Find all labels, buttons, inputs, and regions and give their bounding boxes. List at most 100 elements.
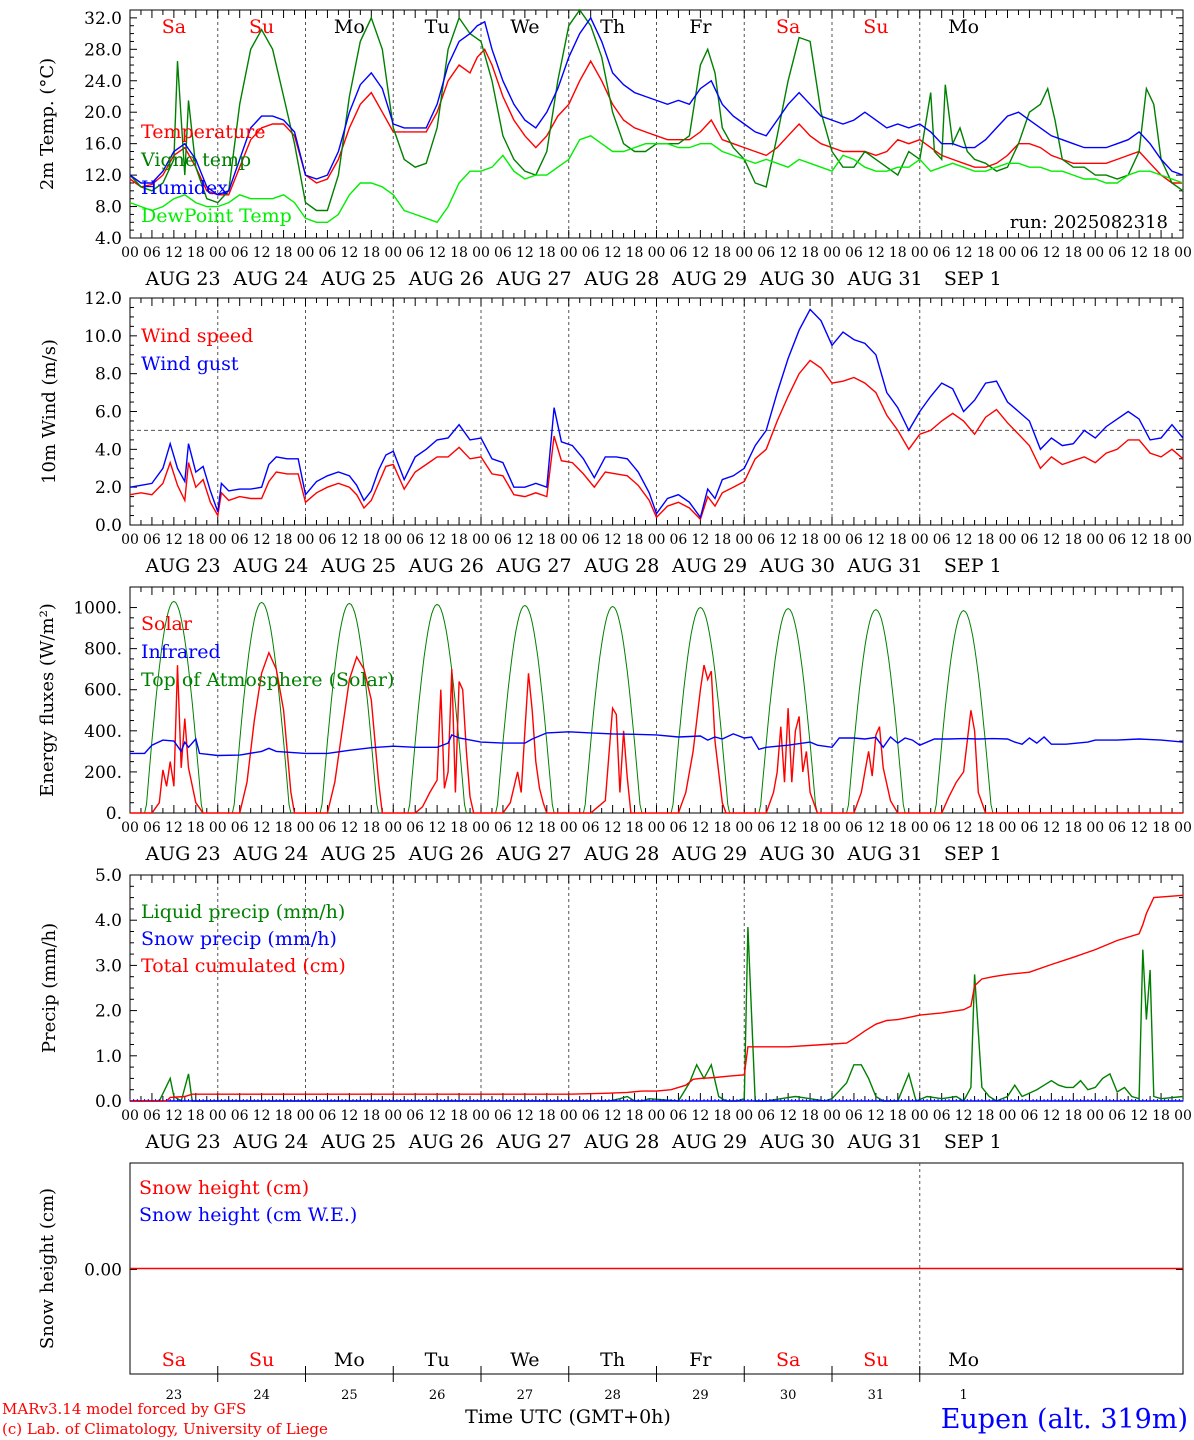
weekday-label: Mo	[948, 16, 979, 38]
hour-label: 18	[977, 820, 995, 836]
hour-label: 00	[560, 245, 578, 261]
hour-label: 18	[1152, 532, 1170, 548]
toa-solar-line	[495, 604, 555, 814]
hour-label: 18	[626, 245, 644, 261]
hour-label: 18	[713, 1108, 731, 1124]
hour-label: 06	[1108, 532, 1126, 548]
day-number-label: 1	[959, 1388, 967, 1403]
hour-label: 12	[253, 245, 271, 261]
hour-label: 18	[187, 820, 205, 836]
date-label: AUG 23	[144, 555, 220, 577]
hour-label: 00	[648, 1108, 666, 1124]
hour-label: 12	[955, 245, 973, 261]
time-axis-label: Time UTC (GMT+0h)	[465, 1406, 671, 1428]
hour-label: 18	[626, 1108, 644, 1124]
legend-entry: Snow precip (mm/h)	[141, 928, 337, 950]
y-tick-label: 1000.	[73, 599, 122, 619]
weekday-label: Sa	[162, 16, 186, 38]
toa-solar-line	[231, 601, 292, 814]
hour-label: 00	[735, 1108, 753, 1124]
hour-label: 12	[340, 1108, 358, 1124]
toa-solar-line	[582, 605, 643, 814]
y-tick-label: 200.	[84, 763, 122, 783]
date-label: AUG 26	[408, 1131, 484, 1153]
series-line-infrared	[130, 731, 1184, 757]
date-label: AUG 26	[408, 843, 484, 865]
hour-label: 00	[1174, 532, 1192, 548]
y-tick-label: 800.	[84, 640, 122, 660]
toa-solar-line	[670, 606, 731, 814]
date-label: AUG 25	[320, 1131, 396, 1153]
day-number-label: 29	[692, 1388, 709, 1403]
hour-label: 12	[165, 1108, 183, 1124]
weekday-label: Su	[249, 1349, 274, 1371]
hour-label: 00	[472, 532, 490, 548]
series-line-wind-gust	[129, 308, 1184, 520]
lab-credit: (c) Lab. of Climatology, University of L…	[2, 1420, 328, 1438]
toa-solar-line	[144, 600, 204, 814]
weekday-label: We	[510, 1349, 539, 1371]
hour-label: 18	[187, 1108, 205, 1124]
hour-label: 12	[955, 820, 973, 836]
hour-label: 18	[187, 532, 205, 548]
hour-label: 12	[428, 245, 446, 261]
hour-label: 12	[691, 532, 709, 548]
hour-label: 00	[384, 1108, 402, 1124]
date-label: AUG 27	[495, 1131, 571, 1153]
hour-label: 18	[362, 1108, 380, 1124]
hour-label: 06	[1021, 245, 1039, 261]
y-tick-label: 1.0	[95, 1047, 122, 1067]
date-label: AUG 31	[846, 1131, 922, 1153]
hour-label: 18	[450, 532, 468, 548]
y-tick-label: 4.0	[95, 911, 122, 931]
y-tick-label: 2.0	[95, 478, 122, 498]
date-label: AUG 30	[759, 268, 835, 290]
hour-label: 06	[143, 820, 161, 836]
hour-label: 12	[1042, 1108, 1060, 1124]
hour-label: 12	[253, 820, 271, 836]
hour-label: 00	[911, 532, 929, 548]
hour-label: 18	[362, 532, 380, 548]
y-tick-label: 4.0	[95, 229, 122, 249]
hour-label: 18	[977, 245, 995, 261]
legend-entry: Top of Atmosphere (Solar)	[141, 669, 394, 691]
y-tick-label: 10.0	[84, 327, 122, 347]
hour-label: 00	[297, 245, 315, 261]
legend-entry: Snow height (cm W.E.)	[139, 1204, 357, 1226]
hour-label: 06	[1021, 532, 1039, 548]
toa-solar-line	[933, 610, 994, 814]
hour-label: 06	[670, 820, 688, 836]
hour-label: 18	[1064, 1108, 1082, 1124]
hour-label: 18	[889, 245, 907, 261]
hour-label: 00	[121, 820, 139, 836]
hour-label: 18	[450, 820, 468, 836]
toa-solar-line	[846, 609, 906, 814]
hour-label: 06	[319, 1108, 337, 1124]
hour-label: 18	[713, 245, 731, 261]
date-label: AUG 28	[583, 268, 659, 290]
date-label: AUG 24	[232, 268, 308, 290]
hour-label: 12	[1042, 245, 1060, 261]
hour-label: 00	[735, 820, 753, 836]
y-tick-label: 20.0	[84, 103, 122, 123]
legend-entry: Solar	[141, 613, 193, 635]
hour-label: 06	[494, 1108, 512, 1124]
hour-label: 18	[977, 1108, 995, 1124]
hour-label: 06	[757, 245, 775, 261]
hour-label: 06	[933, 1108, 951, 1124]
y-tick-label: 8.0	[95, 365, 122, 385]
weekday-label: Fr	[689, 1349, 712, 1371]
date-label: AUG 30	[759, 843, 835, 865]
hour-label: 06	[231, 532, 249, 548]
hour-label: 18	[450, 1108, 468, 1124]
hour-label: 06	[319, 820, 337, 836]
y-tick-label: 600.	[84, 681, 122, 701]
hour-label: 12	[428, 1108, 446, 1124]
hour-label: 12	[779, 532, 797, 548]
hour-label: 18	[626, 820, 644, 836]
hour-label: 06	[670, 532, 688, 548]
hour-label: 06	[143, 532, 161, 548]
series-line-humidex	[129, 16, 1184, 196]
hour-label: 12	[165, 532, 183, 548]
hour-label: 18	[275, 820, 293, 836]
